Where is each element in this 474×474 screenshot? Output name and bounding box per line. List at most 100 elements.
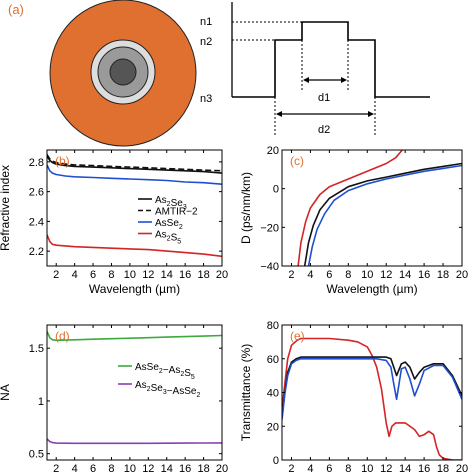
series-line-red xyxy=(297,150,403,266)
x-tick-label: 16 xyxy=(179,463,191,474)
legend-entry: AsSe2 xyxy=(155,218,183,231)
y-tick-label: 1.5 xyxy=(29,343,44,355)
x-tick-label: 4 xyxy=(307,463,313,474)
x-tick-label: 8 xyxy=(108,269,114,281)
series-group xyxy=(47,330,222,445)
panel-label: (d) xyxy=(55,329,70,343)
x-tick-label: 18 xyxy=(197,269,209,281)
chart-b-refractive-index: 2 4 6 8 10 12 14 16 18 20 2.2 2.4 2.6 2.8 Wavelength (… xyxy=(0,149,228,296)
series-line-black xyxy=(282,356,462,418)
x-tick-label: 14 xyxy=(161,269,173,281)
x-tick-label: 4 xyxy=(307,269,313,281)
legend-entry: As2S5 xyxy=(155,230,181,246)
x-tick-label: 16 xyxy=(418,269,430,281)
x-tick-label: 10 xyxy=(361,463,373,474)
x-tick-label: 2 xyxy=(53,463,59,474)
x-tick-label: 16 xyxy=(179,269,191,281)
x-tick-label: 8 xyxy=(108,463,114,474)
y-tick-label: 0 xyxy=(273,455,279,467)
y-axis-label: NA xyxy=(0,384,12,401)
x-tick-label: 18 xyxy=(437,269,449,281)
series-line-black xyxy=(303,162,462,266)
n3-label: n3 xyxy=(200,93,212,105)
y-tick-label: 60 xyxy=(267,354,279,366)
y-axis-label: D (ps/nm/km) xyxy=(239,172,253,244)
series-line-blue xyxy=(282,357,462,420)
y-tick-label: 0 xyxy=(273,184,279,196)
x-tick-label: 20 xyxy=(456,463,468,474)
series-line-blue xyxy=(307,164,462,266)
x-tick-label: 20 xyxy=(456,269,468,281)
series-line-asse2 xyxy=(47,164,222,185)
y-tick-label: 1 xyxy=(38,396,44,408)
x-tick-label: 18 xyxy=(437,463,449,474)
axes-frame xyxy=(281,149,463,267)
x-axis-label: Wavelength (µm) xyxy=(326,282,417,296)
legend-entry: AMTIR−2 xyxy=(155,207,198,218)
y-tick-label: 20 xyxy=(267,145,279,157)
x-tick-label: 18 xyxy=(197,463,209,474)
n1-label: n1 xyxy=(200,16,212,28)
series-line-asse2-as2s5 xyxy=(47,330,222,342)
panel-label: (c) xyxy=(290,154,304,168)
x-tick-label: 2 xyxy=(53,269,59,281)
x-tick-label: 2 xyxy=(288,269,294,281)
x-tick-label: 16 xyxy=(418,463,430,474)
d1-label: d1 xyxy=(318,92,330,104)
y-tick-label: 2.2 xyxy=(29,246,44,258)
panel-label: (e) xyxy=(290,329,305,343)
y-tick-label: 2.6 xyxy=(29,187,44,199)
x-tick-label: 8 xyxy=(345,463,351,474)
x-tick-label: 10 xyxy=(124,269,136,281)
y-tick-label: 0.5 xyxy=(29,449,44,461)
x-tick-label: 6 xyxy=(326,463,332,474)
x-tick-label: 20 xyxy=(216,463,228,474)
x-tick-label: 8 xyxy=(345,269,351,281)
x-tick-label: 6 xyxy=(326,269,332,281)
x-tick-label: 12 xyxy=(142,463,154,474)
series-line-amtir-2 xyxy=(47,154,222,172)
x-tick-label: 14 xyxy=(399,269,411,281)
y-tick-label: 2.8 xyxy=(29,157,44,169)
series-line-as2s5 xyxy=(47,234,222,258)
x-tick-label: 12 xyxy=(142,269,154,281)
chart-e-transmittance: 2468101214161820020406080Wavelength (µm)… xyxy=(239,320,468,474)
panel-a-index-profile: n1 n2 n3 d1 d2 xyxy=(200,2,430,136)
y-tick-label: 20 xyxy=(267,421,279,433)
series-group xyxy=(297,150,462,266)
chart-c-dispersion: 2 4 6 8 10 12 14 16 18 20 −40 −20 0 20 Wavelength (µm)… xyxy=(239,145,468,296)
x-tick-label: 2 xyxy=(288,463,294,474)
x-tick-label: 20 xyxy=(216,269,228,281)
d2-label: d2 xyxy=(318,124,330,136)
panel-a-cross-section: (a) xyxy=(8,0,197,147)
y-tick-label: 40 xyxy=(267,388,279,400)
legend-entry: As2Se3 xyxy=(155,195,187,211)
legend-entry: As2Se3−AsSe2 xyxy=(135,380,200,399)
series-line-as2se3-asse2 xyxy=(47,438,222,445)
x-tick-label: 12 xyxy=(380,269,392,281)
panel-a-label: (a) xyxy=(8,2,24,17)
y-axis-label: Refractive index xyxy=(0,165,12,251)
x-tick-label: 4 xyxy=(72,269,78,281)
series-group xyxy=(47,154,222,258)
x-tick-label: 12 xyxy=(380,463,392,474)
series-line-red xyxy=(282,337,462,460)
axes-frame xyxy=(46,149,223,267)
x-tick-label: 10 xyxy=(361,269,373,281)
y-tick-label: −20 xyxy=(260,222,279,234)
n2-label: n2 xyxy=(200,36,212,48)
panel-label: (b) xyxy=(55,154,70,168)
y-tick-label: 80 xyxy=(267,320,279,332)
series-line-as2se3 xyxy=(47,155,222,174)
x-tick-label: 6 xyxy=(90,463,96,474)
y-axis-label: Transmittance (%) xyxy=(239,344,253,442)
x-tick-label: 6 xyxy=(90,269,96,281)
x-tick-label: 10 xyxy=(124,463,136,474)
profile-line xyxy=(232,21,430,98)
y-tick-label: 2.4 xyxy=(29,216,44,228)
y-tick-label: −40 xyxy=(260,261,279,273)
